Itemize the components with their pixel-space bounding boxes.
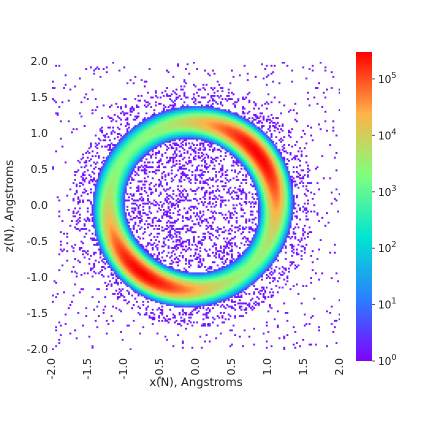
plot-area [52,62,340,350]
y-tick-label: -2.0 [27,343,48,356]
x-tick-label: 2.0 [333,358,346,376]
x-tick-label: -2.0 [45,358,58,379]
colorbar-tick-label: 102 [378,240,396,255]
y-tick-label: -1.5 [27,307,48,320]
y-axis-label: z(N), Angstroms [2,160,16,253]
x-axis-label: x(N), Angstroms [149,375,242,389]
y-axis-ticks: -2.0 -1.5 -1.0 -0.5 0.0 0.5 1.0 1.5 2.0 [27,55,48,356]
colorbar-tick-label: 103 [378,184,396,199]
y-tick-label: 1.5 [31,91,49,104]
colorbar-tick-label: 100 [378,353,396,368]
x-tick-label: 0.5 [225,358,238,376]
colorbar-ticks: 100 101 102 103 104 105 [372,71,396,368]
colorbar-tick-label: 101 [378,297,396,312]
y-tick-label: 0.5 [31,163,49,176]
x-tick-label: 0.0 [189,358,202,376]
y-tick-label: 2.0 [31,55,49,68]
x-tick-label: -1.5 [81,358,94,379]
x-tick-label: 1.0 [261,358,274,376]
colorbar-tick-label: 105 [378,71,396,86]
y-tick-label: 0.0 [31,199,49,212]
y-tick-label: 1.0 [31,127,49,140]
colorbar-tick-label: 104 [378,127,396,142]
x-tick-label: -1.0 [117,358,130,379]
x-axis-ticks: -2.0 -1.5 -1.0 -0.5 0.0 0.5 1.0 1.5 2.0 [45,358,346,379]
colorbar [356,52,372,361]
y-tick-label: -0.5 [27,235,48,248]
x-tick-label: -0.5 [153,358,166,379]
x-tick-label: 1.5 [297,358,310,376]
y-tick-label: -1.0 [27,271,48,284]
